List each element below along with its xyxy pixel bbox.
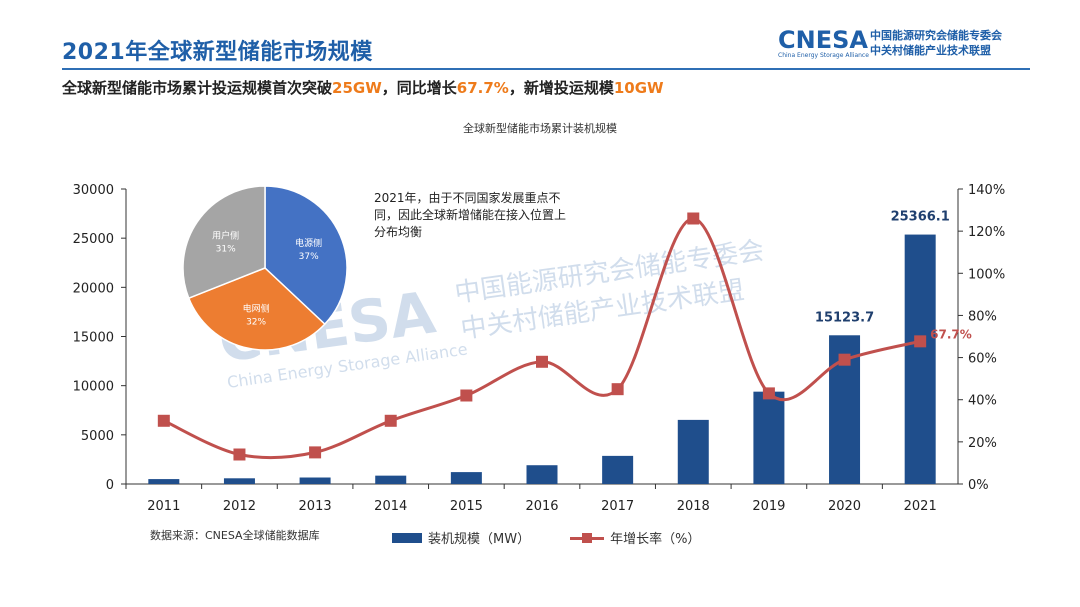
- headline-value-1: 25GW: [332, 79, 382, 97]
- axes: 0 5000 10000 15000 20000 25000 30000 0% 20% 40% 60…: [73, 183, 1006, 514]
- x-tick-label: 2017: [601, 499, 634, 514]
- bar: [375, 475, 407, 484]
- line-point: [762, 387, 775, 400]
- bar: [223, 478, 255, 484]
- y-left-tick-label: 15000: [73, 331, 114, 346]
- y-right-tick-label: 140%: [968, 183, 1005, 198]
- legend-bar-label: 装机规模（MW）: [428, 532, 531, 547]
- line-point: [460, 389, 473, 402]
- pie-note: 2021年，由于不同国家发展重点不同，因此全球新增储能在接入位置上分布均衡: [374, 191, 567, 239]
- x-tick-label: 2021: [904, 499, 937, 514]
- y-right-tick-label: 120%: [968, 225, 1005, 240]
- y-right-tick-label: 40%: [968, 394, 997, 409]
- logo-chinese: 中国能源研究会储能专委会 中关村储能产业技术联盟: [870, 28, 1002, 58]
- cnesa-logo: CNESA China Energy Storage Alliance 中国能源…: [778, 26, 1028, 62]
- pie-slice-label: 用户侧: [212, 229, 239, 241]
- bar: [450, 472, 482, 484]
- logo-cn-line1: 中国能源研究会储能专委会: [870, 29, 1002, 42]
- line-point: [384, 414, 397, 427]
- y-right-tick-label: 60%: [968, 352, 997, 367]
- bar-data-label: 25366.1: [891, 210, 950, 225]
- x-tick-label: 2011: [147, 499, 180, 514]
- y-right-tick-label: 80%: [968, 309, 997, 324]
- y-left-tick-label: 30000: [73, 183, 114, 198]
- bar: [526, 465, 558, 484]
- y-left-tick-label: 20000: [73, 281, 114, 296]
- headline-value-2: 67.7%: [456, 79, 509, 97]
- pie-slice-label: 电源侧: [295, 237, 322, 249]
- line-point: [838, 353, 851, 366]
- y-left-tick-label: 5000: [81, 429, 114, 444]
- bar-series: 15123.7 25366.1: [148, 210, 950, 484]
- line-series: 67.7%: [157, 212, 972, 461]
- bar-data-label: 15123.7: [815, 310, 874, 325]
- line-point: [309, 446, 322, 459]
- headline-summary: 全球新型储能市场累计投运规模首次突破25GW，同比增长67.7%，新增投运规模1…: [62, 77, 664, 98]
- bar: [299, 477, 331, 484]
- bar: [602, 455, 634, 484]
- legend-line-label: 年增长率（%）: [610, 532, 701, 547]
- pie-slice-value: 37%: [299, 252, 319, 262]
- line-point: [914, 335, 927, 348]
- chart-legend: 装机规模（MW） 年增长率（%）: [392, 528, 700, 547]
- x-tick-label: 2019: [752, 499, 785, 514]
- logo-brand: CNESA: [778, 26, 868, 54]
- bar: [148, 479, 180, 484]
- pie-slice-label: 电网侧: [243, 303, 270, 315]
- chart-title: 全球新型储能市场累计装机规模: [463, 122, 617, 135]
- title-divider: [62, 68, 1030, 70]
- line-point: [233, 448, 246, 461]
- y-left-tick-label: 0: [106, 478, 114, 493]
- line-point: [157, 414, 170, 427]
- pie-slice: [264, 185, 348, 326]
- line-point: [611, 383, 624, 396]
- headline-value-3: 10GW: [613, 79, 664, 97]
- x-tick-label: 2018: [677, 499, 710, 514]
- line-point: [536, 355, 548, 368]
- y-left-tick-label: 25000: [73, 232, 114, 247]
- x-tick-label: 2016: [525, 499, 558, 514]
- y-right-tick-label: 100%: [968, 267, 1005, 282]
- y-right-tick-label: 20%: [968, 436, 997, 451]
- x-tick-label: 2012: [223, 499, 256, 514]
- y-left-tick-label: 10000: [73, 380, 114, 395]
- pie-slice-value: 31%: [216, 244, 236, 254]
- data-source: 数据来源：CNESA全球储能数据库: [150, 529, 320, 542]
- headline-text-3: ，新增投运规模: [508, 79, 614, 97]
- pie-slice: [187, 267, 326, 351]
- pie-slice-value: 32%: [246, 318, 266, 328]
- x-tick-label: 2015: [450, 499, 483, 514]
- y-right-tick-label: 0%: [968, 478, 989, 493]
- headline-text-2: ，同比增长: [381, 79, 457, 97]
- pie-chart: 电源侧 37% 电网侧 32% 用户侧 31%: [182, 185, 348, 351]
- logo-cn-line2: 中关村储能产业技术联盟: [870, 44, 991, 57]
- page-title: 2021年全球新型储能市场规模: [62, 40, 373, 65]
- x-tick-label: 2014: [374, 499, 407, 514]
- line-point: [687, 212, 700, 225]
- logo-english: China Energy Storage Alliance: [778, 52, 869, 59]
- x-tick-label: 2020: [828, 499, 861, 514]
- line-data-label: 67.7%: [930, 327, 972, 341]
- bar: [753, 391, 785, 484]
- pie-slice: [182, 185, 266, 300]
- x-tick-label: 2013: [299, 499, 332, 514]
- bar: [677, 419, 709, 484]
- legend-line-swatch: [570, 532, 605, 543]
- headline-text-1: 全球新型储能市场累计投运规模首次突破: [62, 79, 333, 97]
- legend-bar-swatch: [392, 532, 422, 543]
- bar: [904, 234, 936, 484]
